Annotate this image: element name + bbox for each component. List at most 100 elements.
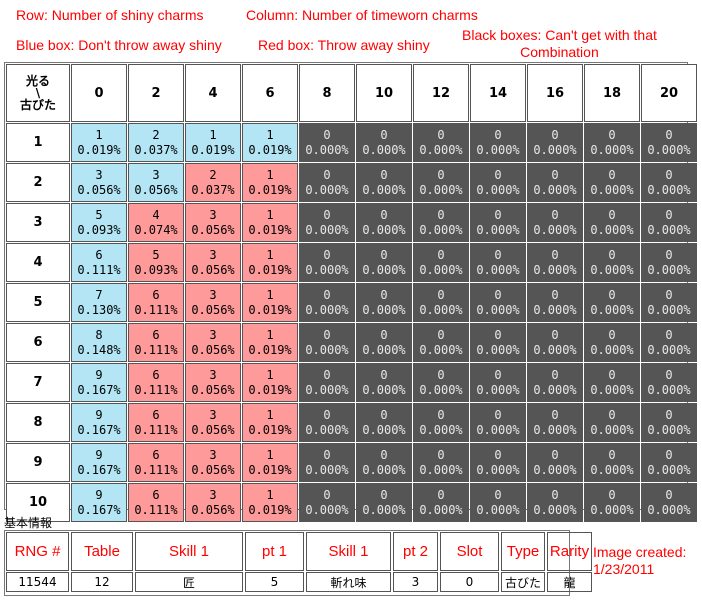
row-header: 6 [6, 323, 70, 362]
cell-count: 0 [494, 407, 502, 422]
black-box-legend-line2: Combination [520, 44, 599, 60]
cell-percent: 0.000% [305, 302, 349, 317]
cell-percent: 0.019% [248, 142, 292, 157]
basic-info-table: RNG # Table Skill 1 pt 1 Skill 1 pt 2 Slot Type… [4, 530, 592, 596]
table-cell-black: 0 0.000% [470, 323, 526, 362]
table-cell-black: 0 0.000% [527, 323, 583, 362]
table-cell-red: 3 0.056% [185, 443, 241, 482]
cell-percent: 0.000% [476, 262, 520, 277]
table-cell-black: 0 0.000% [584, 123, 640, 162]
table-cell-blue: 1 0.019% [71, 123, 127, 162]
table-cell-blue: 9 0.167% [71, 443, 127, 482]
cell-count: 0 [608, 167, 616, 182]
cell-count: 0 [437, 127, 445, 142]
cell-percent: 0.093% [77, 222, 121, 237]
cell-count: 6 [152, 407, 160, 422]
table-cell-black: 0 0.000% [584, 483, 640, 522]
info-value: 古びた [501, 572, 545, 592]
image-created-date: 1/23/2011 [593, 561, 655, 577]
cell-count: 6 [152, 487, 160, 502]
table-cell-blue: 9 0.167% [71, 403, 127, 442]
info-value: 龍 [547, 572, 592, 592]
row-header: 5 [6, 283, 70, 322]
cell-count: 7 [95, 287, 103, 302]
cell-percent: 0.000% [476, 142, 520, 157]
cell-count: 1 [266, 287, 274, 302]
cell-count: 0 [608, 487, 616, 502]
table-cell-red: 3 0.056% [185, 323, 241, 362]
cell-percent: 0.037% [191, 182, 235, 197]
cell-percent: 0.000% [533, 502, 577, 517]
cell-percent: 0.111% [134, 462, 178, 477]
info-value: 5 [245, 572, 304, 592]
table-cell-black: 0 0.000% [299, 443, 355, 482]
cell-percent: 0.000% [647, 182, 691, 197]
cell-percent: 0.111% [134, 342, 178, 357]
cell-percent: 0.000% [362, 142, 406, 157]
cell-count: 2 [209, 167, 217, 182]
cell-percent: 0.019% [248, 462, 292, 477]
table-cell-blue: 2 0.037% [128, 123, 184, 162]
cell-percent: 0.093% [134, 262, 178, 277]
table-cell-black: 0 0.000% [356, 443, 412, 482]
cell-count: 1 [266, 207, 274, 222]
cell-count: 9 [95, 487, 103, 502]
cell-count: 0 [437, 367, 445, 382]
cell-count: 0 [665, 127, 673, 142]
cell-count: 9 [95, 367, 103, 382]
table-cell-red: 5 0.093% [128, 243, 184, 282]
cell-percent: 0.056% [191, 222, 235, 237]
cell-percent: 0.000% [590, 382, 634, 397]
cell-percent: 0.000% [590, 262, 634, 277]
table-cell-red: 1 0.019% [242, 243, 298, 282]
table-cell-black: 0 0.000% [641, 403, 697, 442]
cell-count: 0 [551, 447, 559, 462]
cell-percent: 0.056% [191, 422, 235, 437]
cell-percent: 0.111% [134, 382, 178, 397]
cell-percent: 0.019% [248, 342, 292, 357]
cell-percent: 0.000% [305, 222, 349, 237]
cell-percent: 0.000% [590, 142, 634, 157]
cell-percent: 0.167% [77, 422, 121, 437]
cell-count: 3 [209, 447, 217, 462]
cell-count: 0 [380, 167, 388, 182]
cell-count: 0 [608, 327, 616, 342]
blue-box-legend: Blue box: Don't throw away shiny [16, 37, 222, 53]
cell-percent: 0.111% [134, 502, 178, 517]
table-cell-black: 0 0.000% [641, 163, 697, 202]
cell-count: 0 [323, 447, 331, 462]
cell-percent: 0.000% [647, 302, 691, 317]
table-cell-red: 3 0.056% [185, 243, 241, 282]
cell-count: 0 [494, 327, 502, 342]
cell-percent: 0.000% [419, 182, 463, 197]
cell-percent: 0.000% [305, 342, 349, 357]
info-header: pt 1 [245, 532, 304, 571]
cell-percent: 0.000% [647, 502, 691, 517]
cell-percent: 0.130% [77, 302, 121, 317]
cell-count: 0 [380, 447, 388, 462]
cell-percent: 0.019% [248, 182, 292, 197]
cell-percent: 0.000% [533, 382, 577, 397]
table-cell-red: 1 0.019% [242, 163, 298, 202]
table-cell-red: 3 0.056% [185, 203, 241, 242]
black-box-legend-line1: Black boxes: Can't get with that [462, 27, 657, 43]
column-header: 2 [128, 64, 184, 122]
cell-count: 1 [95, 127, 103, 142]
table-cell-black: 0 0.000% [299, 123, 355, 162]
cell-count: 0 [551, 247, 559, 262]
cell-count: 0 [665, 207, 673, 222]
column-header: 8 [299, 64, 355, 122]
table-cell-blue: 7 0.130% [71, 283, 127, 322]
table-cell-black: 0 0.000% [413, 363, 469, 402]
table-cell-black: 0 0.000% [413, 203, 469, 242]
cell-count: 0 [551, 127, 559, 142]
cell-percent: 0.000% [647, 262, 691, 277]
cell-percent: 0.167% [77, 502, 121, 517]
cell-percent: 0.000% [305, 462, 349, 477]
cell-count: 0 [437, 487, 445, 502]
cell-count: 0 [551, 207, 559, 222]
column-header: 18 [584, 64, 640, 122]
cell-count: 0 [323, 407, 331, 422]
row-header: 1 [6, 123, 70, 162]
table-cell-black: 0 0.000% [527, 283, 583, 322]
